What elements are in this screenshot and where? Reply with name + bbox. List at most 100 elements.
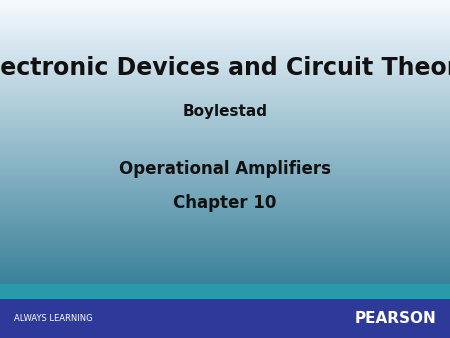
Bar	[0, 259, 450, 260]
Bar	[0, 70, 450, 71]
Bar	[0, 271, 450, 272]
Bar	[0, 56, 450, 57]
Bar	[0, 132, 450, 133]
Bar	[0, 57, 450, 58]
Bar	[0, 152, 450, 153]
Bar	[0, 173, 450, 174]
Bar	[0, 124, 450, 125]
Bar	[0, 150, 450, 151]
Bar	[0, 253, 450, 254]
Bar	[0, 174, 450, 175]
Bar	[0, 180, 450, 181]
Bar	[0, 243, 450, 244]
Bar	[0, 299, 450, 338]
Bar	[0, 28, 450, 29]
Bar	[0, 161, 450, 162]
Bar	[0, 140, 450, 141]
Bar	[0, 92, 450, 93]
Bar	[0, 263, 450, 264]
Bar	[0, 111, 450, 112]
Bar	[0, 156, 450, 157]
Bar	[0, 185, 450, 186]
Bar	[0, 20, 450, 21]
Bar	[0, 44, 450, 45]
Bar	[0, 267, 450, 268]
Bar	[0, 171, 450, 172]
Bar	[0, 108, 450, 110]
Bar	[0, 113, 450, 114]
Bar	[0, 60, 450, 61]
Bar	[0, 217, 450, 218]
Bar	[0, 265, 450, 266]
Bar	[0, 102, 450, 103]
Bar	[0, 133, 450, 134]
Bar	[0, 75, 450, 76]
Bar	[0, 11, 450, 13]
Bar	[0, 136, 450, 137]
Bar	[0, 71, 450, 72]
Bar	[0, 21, 450, 22]
Bar	[0, 285, 450, 286]
Bar	[0, 249, 450, 250]
Bar	[0, 205, 450, 206]
Bar	[0, 163, 450, 164]
Bar	[0, 208, 450, 209]
Bar	[0, 35, 450, 36]
Bar	[0, 201, 450, 202]
Bar	[0, 120, 450, 121]
Bar	[0, 149, 450, 150]
Bar	[0, 39, 450, 40]
Bar	[0, 146, 450, 147]
Bar	[0, 55, 450, 56]
Bar	[0, 220, 450, 221]
Bar	[0, 115, 450, 116]
Bar	[0, 254, 450, 255]
Bar	[0, 258, 450, 259]
Bar	[0, 187, 450, 188]
Bar	[0, 3, 450, 4]
Bar	[0, 164, 450, 165]
Bar	[0, 65, 450, 66]
Bar	[0, 279, 450, 280]
Bar	[0, 87, 450, 88]
Bar	[0, 94, 450, 95]
Bar	[0, 47, 450, 48]
Bar	[0, 22, 450, 23]
Bar	[0, 110, 450, 111]
Bar	[0, 199, 450, 200]
Bar	[0, 282, 450, 283]
Bar	[0, 248, 450, 249]
Bar	[0, 127, 450, 128]
Bar	[0, 226, 450, 227]
Bar	[0, 13, 450, 14]
Bar	[0, 63, 450, 64]
Bar	[0, 202, 450, 203]
Bar	[0, 167, 450, 168]
Bar	[0, 275, 450, 276]
Bar	[0, 7, 450, 8]
Bar	[0, 281, 450, 282]
Bar	[0, 270, 450, 271]
Bar	[0, 227, 450, 228]
Bar	[0, 93, 450, 94]
Bar	[0, 200, 450, 201]
Bar	[0, 86, 450, 87]
Bar	[0, 8, 450, 9]
Bar	[0, 277, 450, 278]
Bar	[0, 125, 450, 126]
Bar	[0, 216, 450, 217]
Bar	[0, 130, 450, 131]
Bar	[0, 241, 450, 242]
Bar	[0, 212, 450, 213]
Bar	[0, 273, 450, 274]
Bar	[0, 114, 450, 115]
Bar	[0, 97, 450, 98]
Bar	[0, 76, 450, 77]
Bar	[0, 67, 450, 68]
Bar	[0, 215, 450, 216]
Bar	[0, 280, 450, 281]
Bar	[0, 128, 450, 129]
Bar	[0, 30, 450, 31]
Bar	[0, 2, 450, 3]
Bar	[0, 236, 450, 237]
